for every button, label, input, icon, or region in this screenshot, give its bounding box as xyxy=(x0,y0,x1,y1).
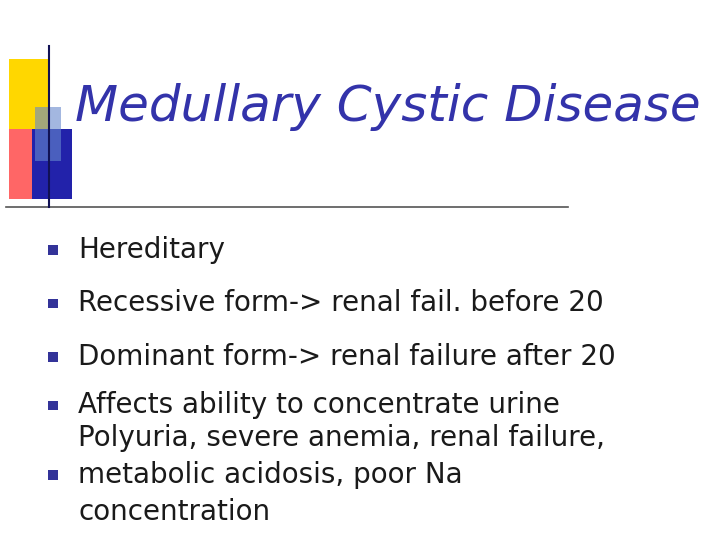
FancyBboxPatch shape xyxy=(48,401,58,410)
FancyBboxPatch shape xyxy=(35,107,61,161)
Text: Affects ability to concentrate urine: Affects ability to concentrate urine xyxy=(78,392,560,420)
FancyBboxPatch shape xyxy=(9,59,49,129)
Text: Recessive form-> renal fail. before 20: Recessive form-> renal fail. before 20 xyxy=(78,289,604,318)
Text: Hereditary: Hereditary xyxy=(78,236,225,264)
FancyBboxPatch shape xyxy=(32,129,73,199)
FancyBboxPatch shape xyxy=(48,470,58,480)
Text: Medullary Cystic Disease: Medullary Cystic Disease xyxy=(76,83,701,131)
Text: Dominant form-> renal failure after 20: Dominant form-> renal failure after 20 xyxy=(78,343,616,371)
FancyBboxPatch shape xyxy=(48,299,58,308)
FancyBboxPatch shape xyxy=(48,352,58,362)
FancyBboxPatch shape xyxy=(9,129,40,199)
FancyBboxPatch shape xyxy=(48,245,58,254)
Text: Polyuria, severe anemia, renal failure,
metabolic acidosis, poor Na
concentratio: Polyuria, severe anemia, renal failure, … xyxy=(78,424,606,526)
